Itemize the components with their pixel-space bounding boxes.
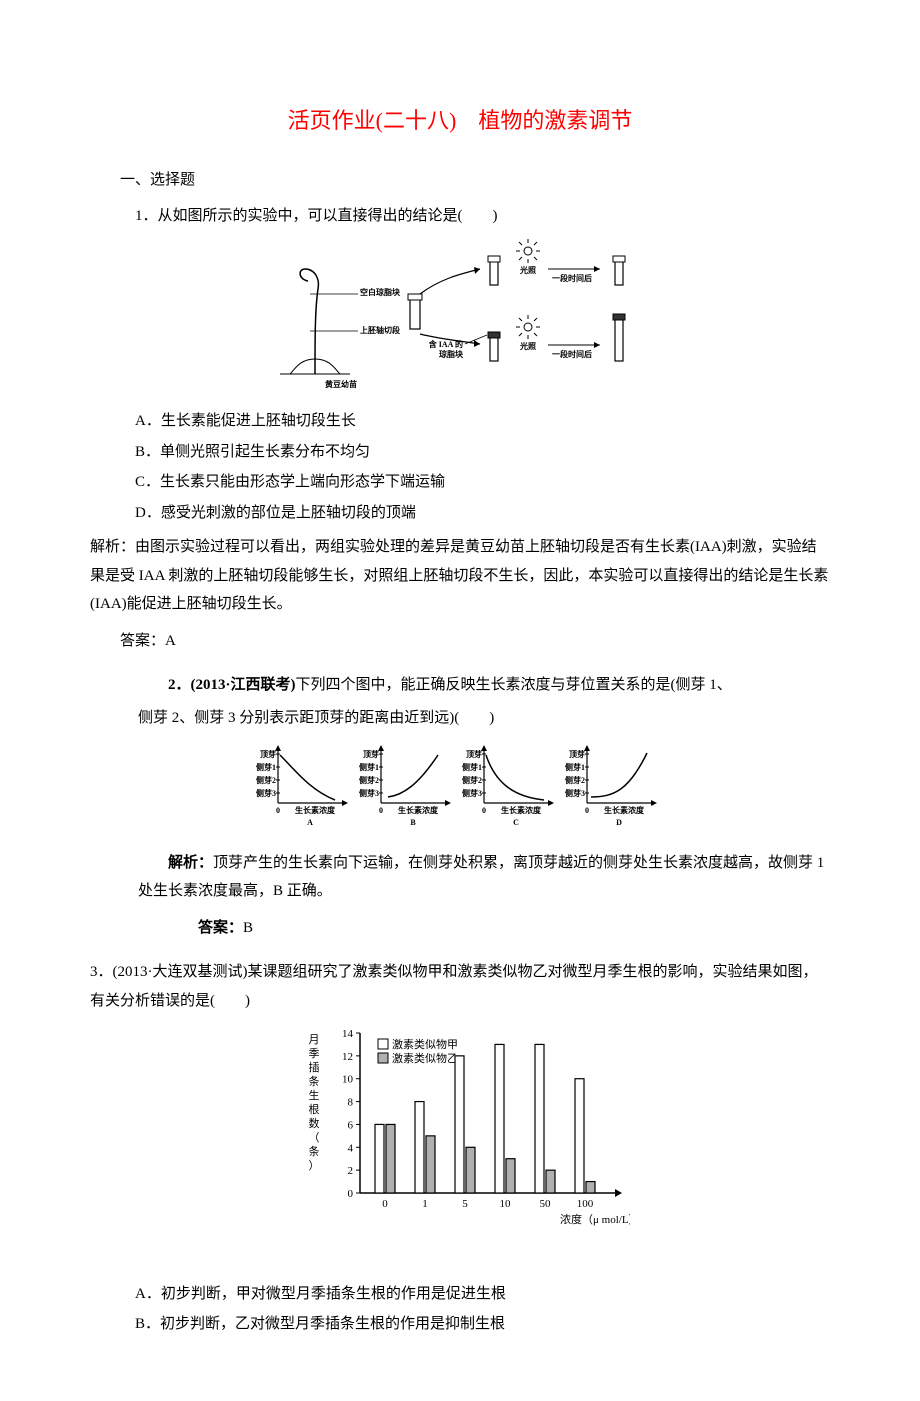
q1-diagram: 空白琼脂块 上胚轴切段 黄豆幼苗 光照 bbox=[90, 239, 830, 400]
svg-text:激素类似物乙: 激素类似物乙 bbox=[392, 1051, 458, 1065]
q3-option-b: B．初步判断，乙对微型月季插条生根的作用是抑制生根 bbox=[90, 1310, 830, 1339]
agar-top-icon bbox=[408, 294, 422, 300]
svg-text:条: 条 bbox=[309, 1144, 320, 1158]
svg-text:B: B bbox=[410, 818, 416, 827]
bean-sprout-label: 黄豆幼苗 bbox=[325, 379, 357, 389]
q2-answer-val: B bbox=[243, 920, 253, 936]
svg-text:D: D bbox=[616, 818, 622, 827]
svg-text:浓度（μ mol/L）: 浓度（μ mol/L） bbox=[560, 1212, 630, 1226]
svg-text:C: C bbox=[513, 818, 519, 827]
svg-text:月: 月 bbox=[309, 1034, 320, 1046]
q2-answer: 答案：B bbox=[138, 914, 830, 943]
q1-stem: 1．从如图所示的实验中，可以直接得出的结论是( ) bbox=[90, 202, 830, 231]
svg-text:条: 条 bbox=[309, 1074, 320, 1088]
svg-text:0: 0 bbox=[348, 1188, 354, 1200]
svg-text:侧芽3: 侧芽3 bbox=[462, 788, 482, 798]
svg-text:侧芽2: 侧芽2 bbox=[359, 775, 379, 785]
svg-text:1: 1 bbox=[422, 1198, 428, 1210]
svg-text:生长素浓度: 生长素浓度 bbox=[398, 805, 439, 815]
svg-text:侧芽2: 侧芽2 bbox=[462, 775, 482, 785]
q2-stem-cont: 侧芽 2、侧芽 3 分别表示距顶芽的距离由近到远)( ) bbox=[90, 704, 830, 733]
svg-text:10: 10 bbox=[342, 1074, 354, 1086]
bean-seedling-icon bbox=[280, 269, 350, 374]
svg-text:侧芽2: 侧芽2 bbox=[256, 775, 276, 785]
svg-text:5: 5 bbox=[462, 1198, 468, 1210]
svg-text:根: 根 bbox=[309, 1102, 320, 1116]
svg-text:）: ） bbox=[309, 1159, 320, 1172]
svg-text:0: 0 bbox=[482, 806, 486, 815]
svg-text:侧芽3: 侧芽3 bbox=[565, 788, 585, 798]
q2-analysis: 解析：顶芽产生的生长素向下运输，在侧芽处积累，离顶芽越近的侧芽处生长素浓度越高，… bbox=[138, 849, 830, 906]
svg-text:生长素浓度: 生长素浓度 bbox=[501, 805, 542, 815]
svg-text:8: 8 bbox=[348, 1097, 354, 1109]
svg-text:生: 生 bbox=[309, 1088, 320, 1102]
q3-chart: 月季插条生根数（条）02468101214激素类似物甲激素类似物乙0151050… bbox=[90, 1023, 830, 1244]
svg-text:0: 0 bbox=[585, 806, 589, 815]
q2-analysis-bold: 解析： bbox=[168, 855, 213, 871]
svg-text:生长素浓度: 生长素浓度 bbox=[604, 805, 645, 815]
svg-text:顶芽: 顶芽 bbox=[260, 749, 276, 759]
svg-text:侧芽1: 侧芽1 bbox=[359, 762, 379, 772]
svg-text:（: （ bbox=[309, 1131, 320, 1144]
q1-analysis: 解析：由图示实验过程可以看出，两组实验处理的差异是黄豆幼苗上胚轴切段是否有生长素… bbox=[90, 533, 830, 619]
svg-text:季: 季 bbox=[309, 1047, 320, 1060]
svg-text:0: 0 bbox=[276, 806, 280, 815]
svg-text:A: A bbox=[307, 818, 313, 827]
q2-diagram: 顶芽侧芽1侧芽2侧芽30生长素浓度A顶芽侧芽1侧芽2侧芽30生长素浓度B顶芽侧芽… bbox=[90, 740, 830, 841]
svg-text:0: 0 bbox=[382, 1198, 388, 1210]
svg-text:14: 14 bbox=[342, 1028, 354, 1040]
svg-text:4: 4 bbox=[348, 1143, 354, 1155]
svg-text:顶芽: 顶芽 bbox=[569, 749, 585, 759]
svg-text:侧芽1: 侧芽1 bbox=[462, 762, 482, 772]
svg-text:光照: 光照 bbox=[519, 265, 536, 275]
q2-stem: 2．(2013·江西联考)下列四个图中，能正确反映生长素浓度与芽位置关系的是(侧… bbox=[138, 671, 830, 700]
svg-text:12: 12 bbox=[342, 1051, 353, 1063]
page-title: 活页作业(二十八) 植物的激素调节 bbox=[90, 100, 830, 142]
blank-agar-label: 空白琼脂块 bbox=[360, 287, 401, 297]
upper-hypo-label: 上胚轴切段 bbox=[360, 325, 400, 335]
svg-text:一段时间后: 一段时间后 bbox=[552, 349, 592, 359]
svg-text:一段时间后: 一段时间后 bbox=[552, 273, 592, 283]
q1-option-a: A．生长素能促进上胚轴切段生长 bbox=[90, 407, 830, 436]
q1-option-d: D．感受光刺激的部位是上胚轴切段的顶端 bbox=[90, 499, 830, 528]
segment-icon bbox=[410, 299, 420, 329]
svg-text:激素类似物甲: 激素类似物甲 bbox=[392, 1037, 458, 1051]
q2-answer-label: 答案： bbox=[198, 920, 243, 936]
svg-text:插: 插 bbox=[309, 1060, 320, 1074]
q1-option-b: B．单侧光照引起生长素分布不均匀 bbox=[90, 438, 830, 467]
svg-text:侧芽1: 侧芽1 bbox=[565, 762, 585, 772]
svg-text:10: 10 bbox=[500, 1198, 512, 1210]
top-right-group: 光照 一段时间后 bbox=[488, 239, 625, 285]
q2-stem-rest: 下列四个图中，能正确反映生长素浓度与芽位置关系的是(侧芽 1、 bbox=[296, 677, 732, 693]
svg-text:50: 50 bbox=[540, 1198, 552, 1210]
svg-text:顶芽: 顶芽 bbox=[363, 749, 379, 759]
svg-text:侧芽3: 侧芽3 bbox=[359, 788, 379, 798]
svg-text:含 IAA 的: 含 IAA 的 bbox=[429, 339, 463, 349]
svg-text:侧芽3: 侧芽3 bbox=[256, 788, 276, 798]
q2-analysis-rest: 顶芽产生的生长素向下运输，在侧芽处积累，离顶芽越近的侧芽处生长素浓度越高，故侧芽… bbox=[138, 855, 824, 900]
svg-text:侧芽2: 侧芽2 bbox=[565, 775, 585, 785]
svg-text:2: 2 bbox=[348, 1165, 354, 1177]
svg-text:光照: 光照 bbox=[519, 341, 536, 351]
section-heading: 一、选择题 bbox=[90, 166, 830, 195]
svg-text:琼脂块: 琼脂块 bbox=[439, 349, 464, 359]
svg-text:生长素浓度: 生长素浓度 bbox=[295, 805, 336, 815]
bottom-right-group: 含 IAA 的 琼脂块 光照 一段时间后 bbox=[429, 314, 625, 361]
svg-text:0: 0 bbox=[379, 806, 383, 815]
svg-text:侧芽1: 侧芽1 bbox=[256, 762, 276, 772]
q1-answer: 答案：A bbox=[90, 627, 830, 656]
q2-stem-bold: 2．(2013·江西联考) bbox=[168, 677, 296, 693]
q1-option-c: C．生长素只能由形态学上端向形态学下端运输 bbox=[90, 468, 830, 497]
svg-text:6: 6 bbox=[348, 1120, 354, 1132]
svg-text:顶芽: 顶芽 bbox=[466, 749, 482, 759]
q3-option-a: A．初步判断，甲对微型月季插条生根的作用是促进生根 bbox=[90, 1280, 830, 1309]
svg-text:数: 数 bbox=[309, 1117, 320, 1130]
q3-stem: 3．(2013·大连双基测试)某课题组研究了激素类似物甲和激素类似物乙对微型月季… bbox=[90, 958, 830, 1015]
svg-text:100: 100 bbox=[577, 1198, 594, 1210]
